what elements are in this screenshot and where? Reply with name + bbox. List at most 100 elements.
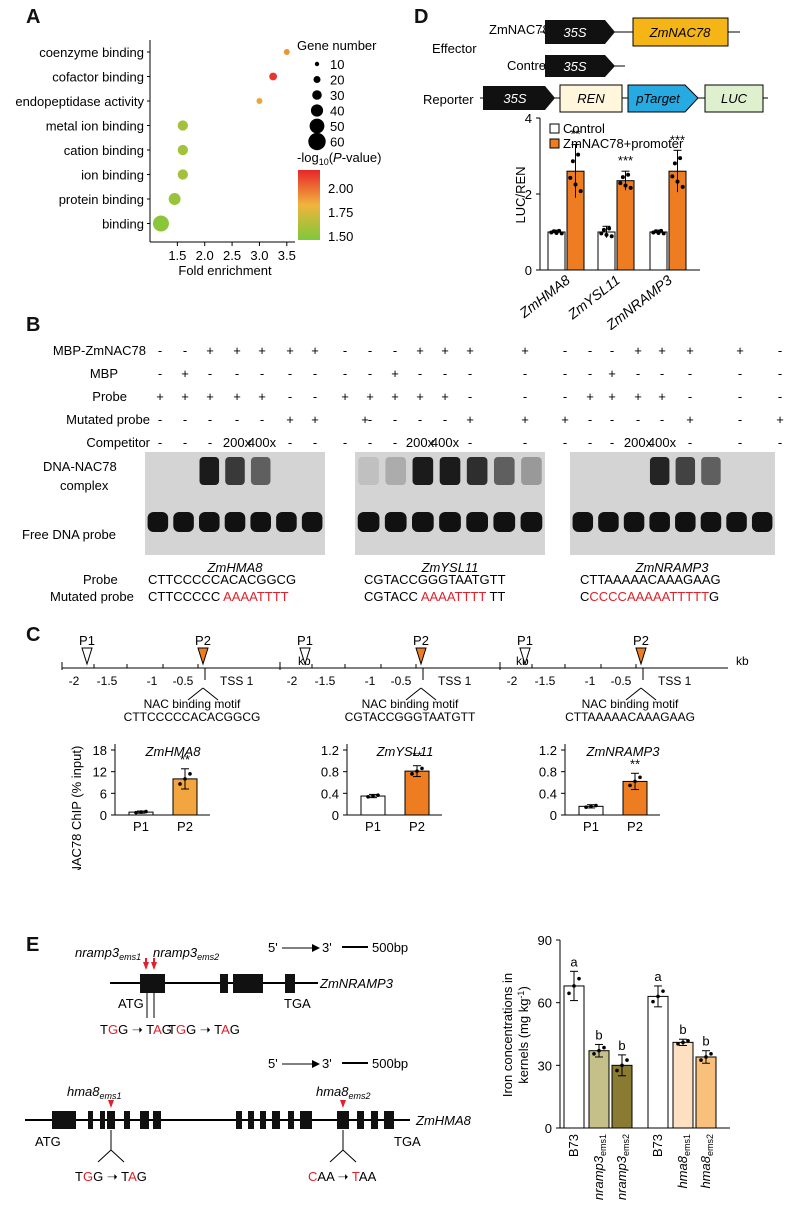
b-complex-band — [225, 457, 245, 485]
c-p1-label: P1 — [79, 633, 95, 648]
a-category-label: coenzyme binding — [39, 45, 144, 60]
a-size-legend-label: 60 — [330, 135, 344, 150]
b-gene-name: ZmYSL11 — [421, 560, 479, 575]
e-hma-exon — [153, 1111, 161, 1129]
a-size-legend-label: 20 — [330, 73, 344, 88]
c-ytick-label: 18 — [93, 743, 107, 758]
b-lane-sign: + — [634, 389, 642, 404]
d-data-dot — [670, 174, 675, 179]
c-map-tick: -1 — [147, 674, 158, 688]
c-p2-label: P2 — [633, 633, 649, 648]
b-lane-sign: - — [158, 412, 162, 427]
a-category-label: binding — [102, 217, 144, 232]
e-data-dot — [651, 999, 655, 1004]
d-legend-swatch-nac — [549, 138, 560, 149]
a-bubble-point — [283, 49, 290, 55]
a-color-tick-label: 1.75 — [328, 205, 353, 220]
e-five-prime-1: 5' — [268, 940, 278, 955]
e-ytick-label: 30 — [538, 1058, 552, 1073]
e-five-prime-2: 5' — [268, 1056, 278, 1071]
c-map-tick: -1.5 — [535, 674, 556, 688]
e-ytick-label: 90 — [538, 933, 552, 948]
b-lane-sign: - — [778, 435, 782, 450]
c-ytick-label: 0 — [332, 808, 339, 823]
b-lane-sign: + — [391, 389, 399, 404]
b-lane-sign: - — [235, 366, 239, 381]
b-lane-sign: - — [523, 435, 527, 450]
e-category-label: hma8ems2 — [698, 1134, 715, 1189]
e-data-dot — [577, 976, 581, 981]
b-lane-sign: + — [776, 412, 784, 427]
d-data-dot — [607, 226, 612, 231]
svg-text:ZmNAC78: ZmNAC78 — [649, 25, 711, 40]
b-lane-sign: - — [158, 343, 162, 358]
c-map-tick: -2 — [69, 674, 80, 688]
b-lane-sign: + — [286, 343, 294, 358]
b-lane-sign: + — [634, 343, 642, 358]
b-lane-sign: - — [688, 366, 692, 381]
b-lane-sign: - — [288, 435, 292, 450]
e-ylabel-2: kernels (mg kg-1) — [516, 986, 531, 1084]
b-probe-seq: CTTCCCCCACACGGCG — [148, 572, 296, 587]
b-lane-sign: - — [418, 412, 422, 427]
d-row1-name: ZmNAC78 — [489, 22, 550, 37]
b-free-band — [412, 512, 434, 532]
panel-d-letter: D — [414, 6, 429, 28]
e-data-dot — [661, 989, 665, 993]
c-data-dot — [366, 795, 370, 799]
d-data-dot — [570, 159, 575, 164]
d-data-dot — [578, 189, 583, 194]
e-sig-letter: a — [570, 954, 578, 969]
b-lane-sign: + — [156, 389, 164, 404]
svg-text:LUC: LUC — [721, 91, 748, 106]
a-size-legend-label: 50 — [330, 119, 344, 134]
b-lane-sign: - — [563, 343, 567, 358]
b-lane-sign: + — [686, 412, 694, 427]
b-free-band — [649, 512, 670, 532]
c-data-dot — [134, 810, 138, 815]
e-nramp3-ems1-label: nramp3ems1 — [75, 945, 141, 962]
b-lane-sign: - — [183, 435, 187, 450]
a-xtick-label: 2.5 — [223, 248, 241, 263]
d-ren-box — [559, 84, 623, 113]
b-lane-sign: - — [158, 366, 162, 381]
c-ytick-label: 0.4 — [321, 786, 339, 801]
b-lane-sign: - — [208, 412, 212, 427]
e-data-dot — [592, 1052, 596, 1056]
a-bubble-point — [168, 193, 181, 205]
b-probe-seq: CGTACCGGGTAATGTT — [364, 572, 506, 587]
b-lane-sign: + — [341, 389, 349, 404]
c-p2-marker — [415, 647, 427, 666]
d-row2-name: Control — [507, 58, 549, 73]
c-data-dot — [638, 775, 642, 780]
b-lane-sign: - — [738, 389, 742, 404]
b-lane-sign: - — [738, 366, 742, 381]
c-tss: TSS — [658, 674, 681, 688]
e-category-label: hma8ems1 — [675, 1134, 692, 1189]
b-lane-sign: - — [778, 343, 782, 358]
e-mut-hma1: TGG ➝ TAG — [75, 1169, 147, 1184]
b-lane-sign: + — [258, 389, 266, 404]
e-category-label: B73 — [650, 1134, 665, 1157]
b-lane-sign: - — [343, 343, 347, 358]
panel-a-bubble-chart: coenzyme binding cofactor binding endopept… — [15, 38, 381, 278]
b-free-band — [276, 512, 297, 532]
e-data-dot — [686, 1038, 690, 1043]
a-color-bar — [298, 170, 320, 240]
b-free-band — [675, 512, 696, 532]
b-lane-sign: - — [778, 389, 782, 404]
b-lane-sign: + — [391, 366, 399, 381]
c-ytick-label: 6 — [100, 786, 107, 801]
d-35s-promoter-1 — [545, 20, 615, 44]
e-nramp-exon — [285, 974, 295, 993]
b-complex-label-1: DNA-NAC78 — [43, 459, 117, 474]
b-lane-sign: - — [738, 412, 742, 427]
a-color-tick-label: 2.00 — [328, 181, 353, 196]
c-data-dot — [633, 779, 637, 784]
d-data-dot — [557, 228, 562, 233]
a-size-legend-label: 30 — [330, 88, 344, 103]
b-lane-sign: - — [468, 435, 472, 450]
b-lane-sign: - — [158, 435, 162, 450]
c-category-label: P2 — [177, 819, 193, 834]
